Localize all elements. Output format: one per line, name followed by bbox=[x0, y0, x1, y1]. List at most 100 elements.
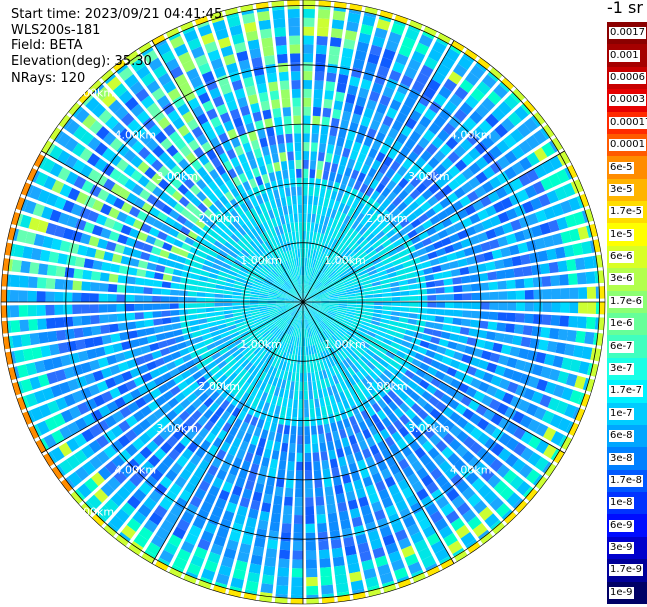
ppi-rim-cell bbox=[566, 164, 578, 179]
ppi-gate-cell bbox=[296, 295, 303, 302]
ppi-gate-cell bbox=[226, 382, 236, 392]
ppi-gate-cell bbox=[166, 409, 178, 421]
ppi-gate-cell bbox=[295, 285, 300, 294]
ppi-gate-cell bbox=[509, 346, 521, 357]
ppi-gate-cell bbox=[435, 440, 448, 453]
ppi-gate-cell bbox=[270, 227, 277, 238]
ppi-gate-cell bbox=[288, 389, 294, 400]
ppi-gate-cell bbox=[311, 268, 316, 278]
ppi-gate-cell bbox=[369, 323, 380, 330]
ppi-gate-cell bbox=[541, 159, 555, 175]
ppi-gate-cell bbox=[119, 406, 132, 419]
ppi-gate-cell bbox=[299, 381, 303, 391]
ppi-gate-cell bbox=[341, 110, 352, 122]
ppi-gate-cell bbox=[152, 434, 165, 447]
ppi-gate-cell bbox=[303, 346, 306, 356]
ppi-gate-cell bbox=[278, 388, 285, 398]
ppi-gate-cell bbox=[206, 342, 216, 351]
ppi-gate-cell bbox=[291, 288, 298, 296]
ppi-gate-cell bbox=[370, 253, 380, 262]
ppi-gate-cell bbox=[365, 456, 376, 468]
ppi-gate-cell bbox=[314, 250, 319, 260]
ppi-gate-cell bbox=[294, 276, 299, 286]
ppi-gate-cell bbox=[464, 72, 480, 87]
ppi-gate-cell bbox=[418, 230, 429, 241]
ppi-gate-cell bbox=[247, 471, 258, 483]
ppi-gate-cell bbox=[168, 209, 180, 220]
ppi-gate-cell bbox=[89, 455, 103, 470]
ppi-gate-cell bbox=[303, 296, 310, 302]
ppi-gate-cell bbox=[379, 322, 389, 329]
ppi-gate-cell bbox=[360, 504, 372, 516]
ppi-gate-cell bbox=[155, 395, 167, 407]
ppi-gate-cell bbox=[137, 364, 149, 375]
ppi-gate-cell bbox=[477, 209, 489, 221]
ppi-gate-cell bbox=[421, 334, 432, 342]
ppi-gate-cell bbox=[341, 47, 354, 59]
ppi-rim-cell bbox=[33, 154, 45, 168]
ppi-gate-cell bbox=[348, 415, 358, 426]
ppi-gate-cell bbox=[429, 214, 441, 225]
ppi-gate-cell bbox=[295, 470, 303, 480]
ppi-gate-cell bbox=[173, 238, 184, 248]
ppi-gate-cell bbox=[283, 283, 291, 291]
ppi-gate-cell bbox=[192, 370, 203, 381]
ppi-gate-cell bbox=[334, 393, 342, 403]
ppi-gate-cell bbox=[104, 415, 117, 428]
ppi-rim-cell bbox=[491, 522, 506, 535]
ppi-gate-cell bbox=[267, 209, 275, 220]
ppi-gate-cell bbox=[276, 299, 286, 302]
ppi-gate-cell bbox=[346, 158, 356, 169]
ppi-gate-cell bbox=[314, 325, 320, 335]
ppi-gate-cell bbox=[277, 206, 284, 217]
ppi-gate-cell bbox=[241, 308, 251, 312]
ppi-gate-cell bbox=[284, 416, 291, 426]
colorbar-tick-label: 3e-5 bbox=[609, 183, 634, 196]
ppi-gate-cell bbox=[285, 297, 295, 301]
ppi-gate-cell bbox=[361, 321, 371, 327]
ppi-gate-cell bbox=[332, 154, 341, 165]
ppi-gate-cell bbox=[448, 260, 459, 269]
ppi-gate-cell bbox=[11, 259, 22, 273]
ppi-gate-cell bbox=[327, 327, 335, 335]
ppi-gate-cell bbox=[258, 91, 269, 103]
ppi-gate-cell bbox=[212, 19, 227, 32]
ppi-gate-cell bbox=[253, 408, 262, 419]
ppi-gate-cell bbox=[327, 246, 334, 256]
ppi-gate-cell bbox=[303, 195, 308, 205]
ppi-gate-cell bbox=[205, 312, 216, 318]
ppi-gate-cell bbox=[185, 338, 196, 347]
ppi-gate-cell bbox=[399, 104, 412, 117]
ppi-gate-cell bbox=[338, 297, 348, 300]
ppi-gate-cell bbox=[370, 413, 381, 425]
ppi-gate-cell bbox=[243, 260, 253, 269]
ppi-gate-cell bbox=[249, 297, 259, 300]
ppi-gate-cell bbox=[214, 144, 225, 156]
ppi-gate-cell bbox=[376, 265, 386, 273]
ppi-gate-cell bbox=[223, 258, 234, 266]
ppi-gate-cell bbox=[400, 307, 410, 312]
ppi-gate-cell bbox=[438, 338, 449, 348]
ppi-gate-cell bbox=[211, 351, 222, 361]
ppi-gate-cell bbox=[313, 195, 319, 206]
ppi-rim-cell bbox=[212, 584, 227, 594]
ppi-gate-cell bbox=[321, 331, 328, 341]
ppi-gate-cell bbox=[366, 265, 376, 273]
ppi-gate-cell bbox=[267, 274, 276, 282]
ppi-gate-cell bbox=[343, 369, 352, 379]
ppi-gate-cell bbox=[453, 309, 463, 317]
ppi-gate-cell bbox=[179, 468, 192, 481]
ppi-gate-cell bbox=[524, 185, 538, 199]
ppi-gate-cell bbox=[111, 455, 125, 469]
ppi-gate-cell bbox=[280, 286, 289, 293]
ppi-gate-cell bbox=[203, 161, 215, 173]
ppi-gate-cell bbox=[399, 234, 410, 244]
ppi-gate-cell bbox=[204, 522, 218, 535]
ppi-gate-cell bbox=[269, 287, 279, 293]
colorbar-tick-label: 6e-7 bbox=[609, 340, 634, 353]
ppi-gate-cell bbox=[285, 302, 295, 304]
ppi-gate-cell bbox=[378, 234, 389, 244]
ppi-gate-cell bbox=[355, 307, 365, 312]
ppi-gate-cell bbox=[346, 308, 356, 313]
ppi-gate-cell bbox=[77, 244, 88, 256]
